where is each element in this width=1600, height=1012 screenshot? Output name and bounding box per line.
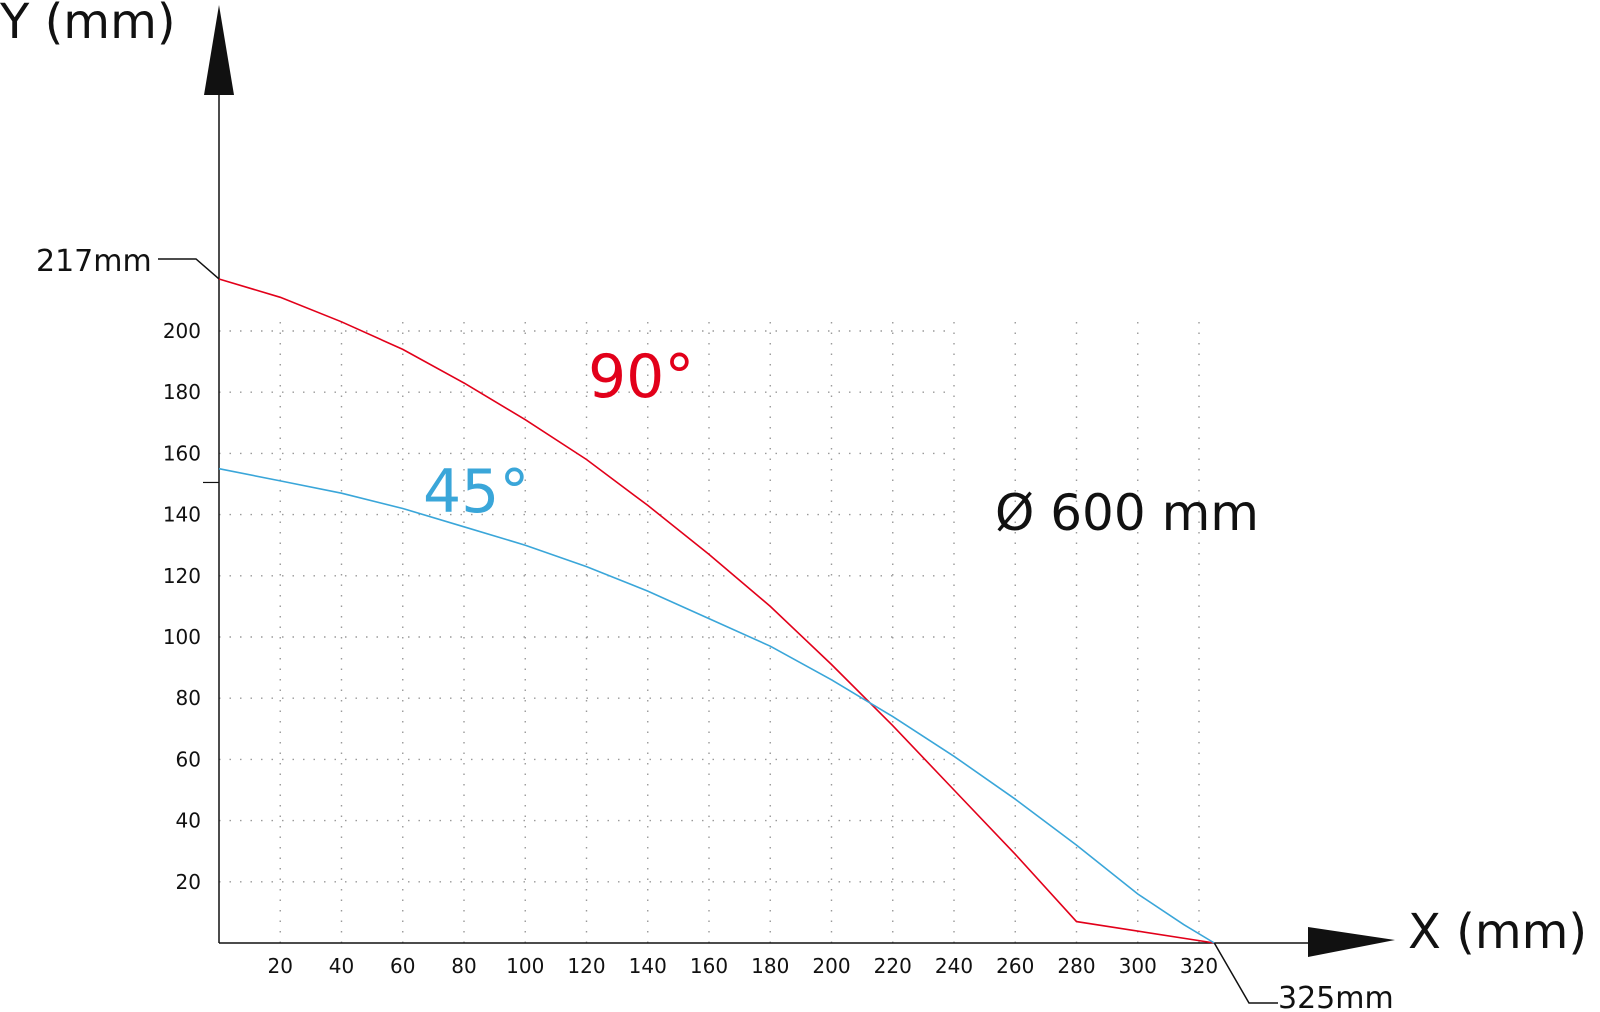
x-tick-label: 160 bbox=[690, 954, 728, 978]
x-tick-label: 180 bbox=[751, 954, 789, 978]
x-axis-arrow bbox=[1308, 927, 1395, 957]
diameter-annotation: Ø 600 mm bbox=[995, 484, 1259, 542]
x-tick-label: 20 bbox=[268, 954, 293, 978]
y-tick-label: 140 bbox=[163, 503, 201, 527]
axes bbox=[203, 5, 1395, 957]
x-tick-label: 200 bbox=[812, 954, 850, 978]
x-tick-label: 280 bbox=[1057, 954, 1095, 978]
y-tick-label: 160 bbox=[163, 441, 201, 465]
y-tick-label: 200 bbox=[163, 319, 201, 343]
x-callout: 325mm bbox=[1213, 942, 1394, 1012]
x-tick-label: 60 bbox=[390, 954, 415, 978]
x-tick-label: 120 bbox=[567, 954, 605, 978]
series-label-90: 90° bbox=[588, 342, 694, 412]
y-axis-arrow bbox=[204, 5, 234, 95]
y-tick-label: 180 bbox=[163, 380, 201, 404]
grid bbox=[219, 315, 1200, 943]
series-label-45: 45° bbox=[423, 457, 529, 527]
y-tick-label: 60 bbox=[176, 747, 201, 771]
x-tick-label: 40 bbox=[329, 954, 354, 978]
series-line-90 bbox=[218, 278, 1215, 944]
x-tick-label: 260 bbox=[996, 954, 1034, 978]
y-tick-label: 20 bbox=[176, 870, 201, 894]
x-axis-title: X (mm) bbox=[1408, 904, 1587, 960]
y-axis-title: Y (mm) bbox=[0, 0, 176, 50]
x-tick-label: 320 bbox=[1180, 954, 1218, 978]
x-tick-label: 100 bbox=[506, 954, 544, 978]
series-lines bbox=[218, 278, 1215, 944]
series-labels: 90° 45° bbox=[423, 342, 694, 527]
y-callout: 217mm bbox=[36, 244, 220, 280]
y-tick-label: 40 bbox=[176, 809, 201, 833]
x-tick-label: 240 bbox=[935, 954, 973, 978]
y-tick-label: 80 bbox=[176, 686, 201, 710]
x-tick-label: 300 bbox=[1119, 954, 1157, 978]
y-tick-label: 100 bbox=[163, 625, 201, 649]
x-callout-label: 325mm bbox=[1278, 981, 1394, 1012]
x-tick-label: 140 bbox=[629, 954, 667, 978]
x-tick-label: 80 bbox=[451, 954, 476, 978]
y-tick-label: 120 bbox=[163, 564, 201, 588]
y-callout-label: 217mm bbox=[36, 244, 152, 279]
series-line-45 bbox=[218, 467, 1215, 944]
tick-labels: 20 40 60 80 100 120 140 160 180 200 220 240 260 280 30… bbox=[163, 319, 1218, 978]
x-tick-label: 220 bbox=[874, 954, 912, 978]
